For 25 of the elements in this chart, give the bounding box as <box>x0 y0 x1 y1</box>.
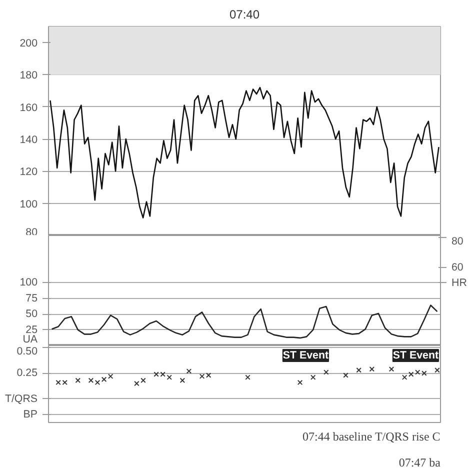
y-tick-label: 0.25 <box>16 367 38 380</box>
y2-tick-label: 80 <box>452 236 464 248</box>
y-tick-label: 160 <box>20 102 38 114</box>
y2-tick-label: HR <box>452 276 468 289</box>
y-tick-label: 180 <box>20 70 38 82</box>
y2-tick-label: 60 <box>452 262 464 274</box>
text: 07:44 baseline T/QRS rise C <box>302 430 440 444</box>
y-tick-label: 0.50 <box>16 346 38 358</box>
y-tick-label: 100 <box>20 198 38 210</box>
y-tick-label: T/QRS <box>4 392 38 405</box>
line-series <box>50 86 440 218</box>
y-tick-label: 200 <box>20 38 38 50</box>
y-tick-label: UA <box>22 334 38 346</box>
text: 07:47 ba <box>398 456 442 470</box>
y-tick-label: 100 <box>20 276 38 289</box>
y-tick-label: 140 <box>20 134 38 146</box>
y-tick-label: 50 <box>26 308 38 320</box>
y-tick-label: 25 <box>26 324 38 336</box>
y-tick-label: 120 <box>20 166 38 178</box>
line-series <box>51 304 438 339</box>
annotation: ST Event <box>282 350 329 362</box>
y-tick-label: BP <box>23 408 38 420</box>
y-tick-label: 75 <box>26 292 38 304</box>
annotation: ST Event <box>392 350 439 362</box>
text: 07:40 <box>229 8 260 22</box>
